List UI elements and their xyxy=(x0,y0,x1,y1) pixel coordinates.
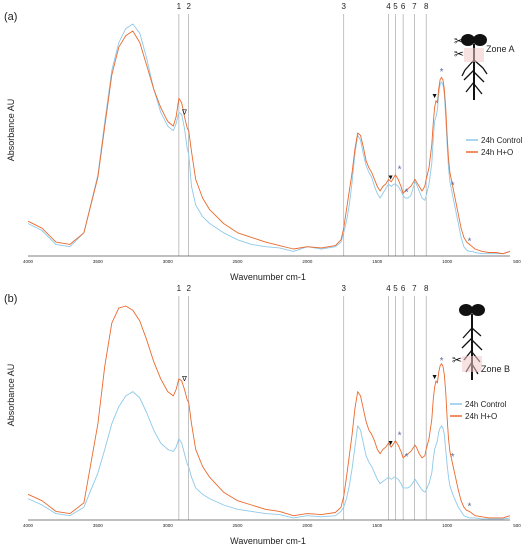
reference-line-label: 5 xyxy=(393,2,398,11)
peak-annotation: * xyxy=(451,181,455,192)
x-tick-label: 4000 xyxy=(23,523,34,528)
legend-label-control: 24h Control xyxy=(465,400,507,409)
x-tick-label: 1000 xyxy=(442,523,453,528)
peak-annotation: * xyxy=(440,67,444,78)
x-tick-label: 2500 xyxy=(233,523,244,528)
reference-line-label: 7 xyxy=(412,2,417,11)
series-line-treatment xyxy=(27,30,511,255)
legend-label-treatment: 24h H+O xyxy=(481,148,513,157)
panel-label: (b) xyxy=(4,293,17,305)
plant-zone-a-icon xyxy=(461,34,488,100)
reference-line-label: 3 xyxy=(342,284,347,293)
x-tick-label: 4000 xyxy=(23,259,34,264)
peak-annotation: * xyxy=(398,431,402,442)
peak-annotation: ∇ xyxy=(181,108,187,116)
x-tick-label: 500 xyxy=(513,259,521,264)
x-tick-label: 500 xyxy=(513,523,521,528)
x-axis-label: Wavenumber cm-1 xyxy=(230,272,306,282)
scissors-icon: ✂ xyxy=(454,34,464,48)
x-tick-label: 2000 xyxy=(302,259,313,264)
reference-line-label: 6 xyxy=(401,2,406,11)
scissors-icon: ✂ xyxy=(452,353,462,367)
x-tick-label: 2000 xyxy=(302,523,313,528)
x-tick-label: 2500 xyxy=(233,259,244,264)
reference-line-label: 8 xyxy=(424,2,429,11)
series-line-treatment xyxy=(27,305,511,519)
reference-line-label: 8 xyxy=(424,284,429,293)
zone-label: Zone B xyxy=(481,364,510,374)
panel-label: (a) xyxy=(4,11,17,23)
x-axis-label: Wavenumber cm-1 xyxy=(230,536,306,546)
reference-line-label: 4 xyxy=(386,2,391,11)
panel-a: (a) Absorbance AU Wavenumber cm-1 ✂ ✂ Zo… xyxy=(4,2,523,282)
peak-annotation: * xyxy=(398,164,402,175)
x-tick-label: 3000 xyxy=(163,259,174,264)
zone-label: Zone A xyxy=(486,44,515,54)
x-tick-label: 3500 xyxy=(93,259,104,264)
peak-annotation: ∇ xyxy=(181,375,187,383)
reference-line-label: 1 xyxy=(177,2,182,11)
panel-b: (b) Absorbance AU Wavenumber cm-1 ✂ Zone… xyxy=(4,284,521,546)
plant-zone-b-icon xyxy=(459,304,485,380)
series-line-control xyxy=(27,23,511,255)
peak-annotation: * xyxy=(468,236,472,247)
peak-annotation: * xyxy=(451,452,455,463)
peak-annotation: * xyxy=(405,188,409,199)
peak-annotation: ▼ xyxy=(431,374,438,381)
x-tick-label: 1000 xyxy=(442,259,453,264)
reference-line-label: 2 xyxy=(186,284,191,293)
peak-annotation: ▼ xyxy=(387,174,394,181)
x-tick-label: 1500 xyxy=(372,259,383,264)
x-tick-label: 3000 xyxy=(163,523,174,528)
y-axis-label: Absorbance AU xyxy=(6,364,16,427)
reference-line-label: 1 xyxy=(177,284,182,293)
reference-line-label: 3 xyxy=(342,2,347,11)
reference-line-label: 2 xyxy=(186,2,191,11)
x-tick-label: 3500 xyxy=(93,523,104,528)
reference-line-label: 4 xyxy=(386,284,391,293)
peak-annotation: ▼ xyxy=(431,93,438,100)
reference-line-label: 6 xyxy=(401,284,406,293)
peak-annotation: * xyxy=(440,356,444,367)
peak-annotation: * xyxy=(468,501,472,512)
series-line-control xyxy=(27,391,511,520)
y-axis-label: Absorbance AU xyxy=(6,99,16,162)
legend-label-control: 24h Control xyxy=(481,136,523,145)
x-tick-label: 1500 xyxy=(372,523,383,528)
peak-annotation: ▼ xyxy=(387,440,394,447)
reference-line-label: 5 xyxy=(393,284,398,293)
reference-line-label: 7 xyxy=(412,284,417,293)
peak-annotation: * xyxy=(405,452,409,463)
scissors-icon: ✂ xyxy=(454,47,464,61)
legend-label-treatment: 24h H+O xyxy=(465,412,497,421)
